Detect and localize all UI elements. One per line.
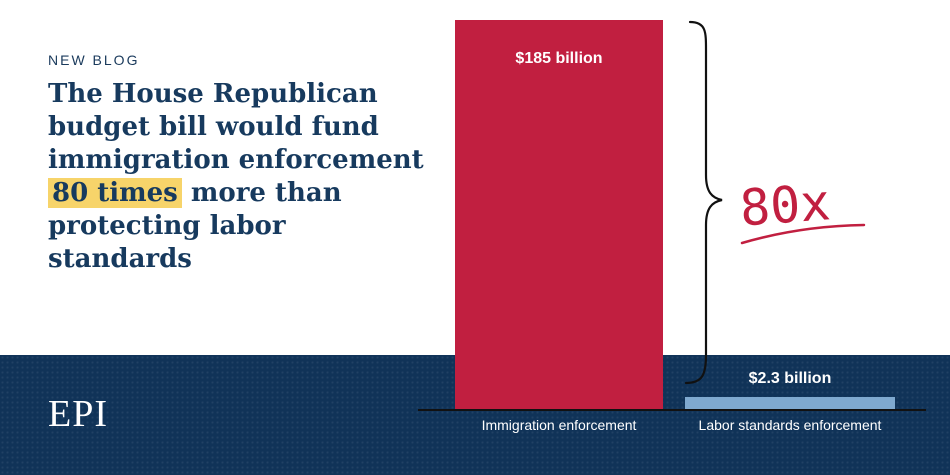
multiplier-annotation: 80x xyxy=(738,173,832,237)
value-label-0: $185 billion xyxy=(515,50,602,67)
headline-text-start: The House Republican budget bill would f… xyxy=(48,79,424,175)
category-label-0: Immigration enforcement xyxy=(482,417,637,433)
value-label-1: $2.3 billion xyxy=(749,370,832,387)
bar-labor-standards-enforcement xyxy=(685,397,895,409)
headline: The House Republican budget bill would f… xyxy=(48,78,428,276)
headline-text-end: more than protecting labor standards xyxy=(48,178,342,274)
category-label-1: Labor standards enforcement xyxy=(699,417,882,433)
annotation-underline xyxy=(740,223,866,245)
headline-highlight: 80 times xyxy=(48,178,182,208)
bar-immigration-enforcement xyxy=(455,20,663,409)
epi-logo: EPI xyxy=(48,393,108,435)
brace-icon xyxy=(684,20,723,385)
bars-group: $185 billion Immigration enforcement $2.3 … xyxy=(455,20,895,433)
kicker-label: NEW BLOG xyxy=(48,52,140,68)
